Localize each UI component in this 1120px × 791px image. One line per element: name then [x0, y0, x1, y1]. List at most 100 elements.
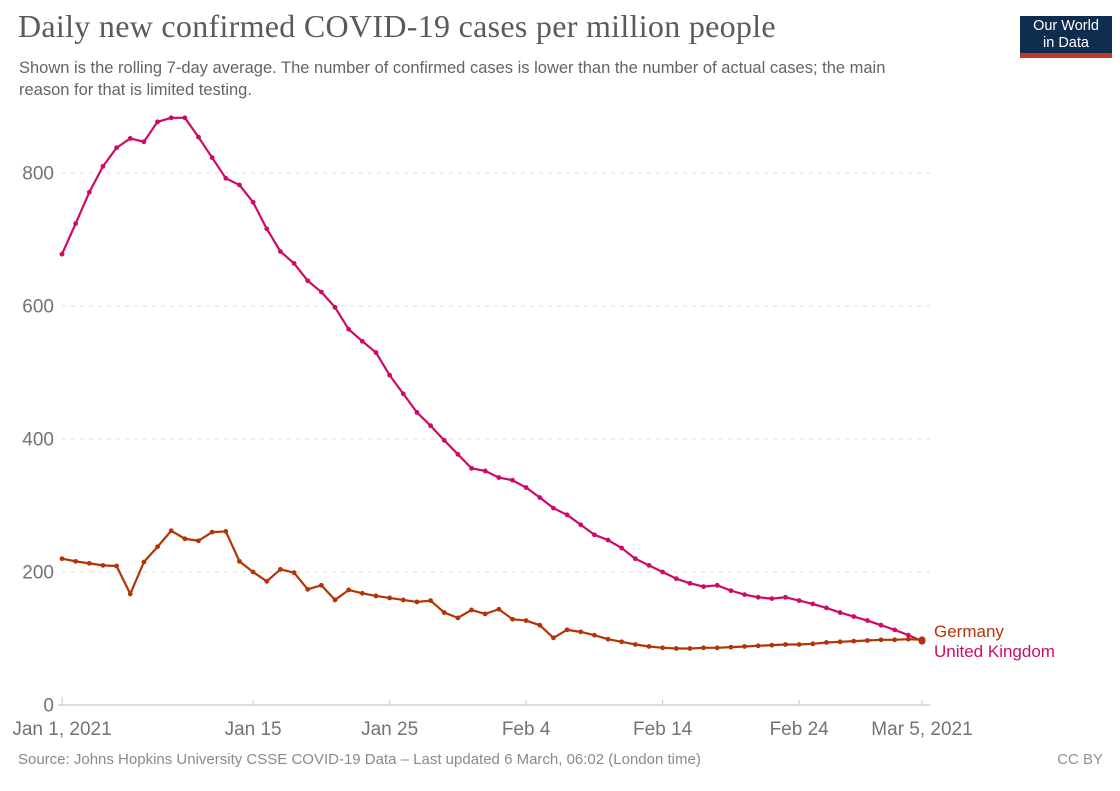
- data-point[interactable]: [660, 645, 666, 651]
- data-point[interactable]: [278, 249, 283, 254]
- data-point[interactable]: [796, 598, 802, 603]
- data-point[interactable]: [496, 606, 502, 612]
- data-point[interactable]: [182, 536, 188, 542]
- data-point[interactable]: [851, 638, 857, 644]
- data-point[interactable]: [73, 221, 79, 226]
- series-united-kingdom[interactable]: [59, 115, 926, 645]
- data-point[interactable]: [523, 485, 529, 490]
- data-point[interactable]: [591, 632, 597, 638]
- data-point[interactable]: [455, 451, 461, 457]
- data-point[interactable]: [387, 372, 393, 378]
- data-point[interactable]: [114, 563, 120, 569]
- data-point[interactable]: [810, 641, 816, 647]
- data-point[interactable]: [605, 537, 611, 543]
- data-point[interactable]: [660, 569, 666, 575]
- data-point[interactable]: [837, 610, 843, 615]
- data-point[interactable]: [892, 637, 898, 643]
- data-point[interactable]: [400, 597, 406, 603]
- data-point[interactable]: [619, 545, 625, 551]
- data-point[interactable]: [59, 251, 65, 257]
- data-point[interactable]: [619, 639, 625, 645]
- data-point[interactable]: [591, 532, 597, 538]
- data-point[interactable]: [264, 226, 270, 232]
- data-point[interactable]: [496, 475, 502, 480]
- data-point[interactable]: [918, 636, 926, 644]
- data-point[interactable]: [373, 350, 379, 355]
- data-point[interactable]: [346, 587, 352, 593]
- data-point[interactable]: [578, 629, 584, 635]
- data-point[interactable]: [728, 644, 734, 650]
- data-point[interactable]: [769, 642, 775, 648]
- data-point[interactable]: [182, 115, 188, 121]
- data-point[interactable]: [414, 599, 420, 605]
- data-point[interactable]: [127, 136, 133, 141]
- data-point[interactable]: [318, 582, 324, 588]
- data-point[interactable]: [400, 391, 406, 397]
- data-point[interactable]: [223, 175, 229, 181]
- data-point[interactable]: [168, 528, 174, 534]
- data-point[interactable]: [223, 529, 229, 534]
- data-point[interactable]: [332, 304, 338, 310]
- data-point[interactable]: [469, 607, 474, 613]
- data-point[interactable]: [428, 423, 433, 429]
- data-point[interactable]: [332, 597, 338, 603]
- data-point[interactable]: [250, 199, 256, 205]
- data-point[interactable]: [646, 644, 652, 649]
- data-point[interactable]: [237, 182, 242, 188]
- data-point[interactable]: [209, 529, 215, 535]
- license-badge[interactable]: CC BY: [1057, 751, 1103, 768]
- data-point[interactable]: [878, 622, 884, 628]
- data-point[interactable]: [373, 593, 379, 599]
- data-point[interactable]: [824, 640, 829, 645]
- data-point[interactable]: [141, 559, 147, 565]
- data-point[interactable]: [414, 410, 420, 415]
- data-point[interactable]: [441, 437, 447, 443]
- data-point[interactable]: [237, 558, 242, 564]
- data-point[interactable]: [523, 618, 529, 623]
- data-point[interactable]: [359, 590, 365, 596]
- data-point[interactable]: [742, 644, 747, 649]
- data-point[interactable]: [141, 139, 147, 145]
- data-point[interactable]: [728, 588, 734, 594]
- data-point[interactable]: [455, 615, 461, 621]
- data-point[interactable]: [755, 643, 761, 649]
- series-germany[interactable]: [59, 528, 926, 651]
- data-point[interactable]: [482, 611, 488, 617]
- data-point[interactable]: [127, 591, 133, 597]
- data-point[interactable]: [687, 646, 693, 651]
- data-point[interactable]: [892, 627, 898, 633]
- data-point[interactable]: [701, 584, 706, 590]
- data-point[interactable]: [100, 163, 106, 169]
- data-point[interactable]: [387, 595, 393, 601]
- data-point[interactable]: [632, 556, 638, 562]
- data-point[interactable]: [632, 642, 638, 647]
- data-point[interactable]: [510, 477, 515, 483]
- data-point[interactable]: [291, 261, 297, 266]
- data-point[interactable]: [428, 598, 433, 603]
- data-point[interactable]: [209, 155, 215, 161]
- data-point[interactable]: [824, 605, 829, 611]
- data-point[interactable]: [291, 570, 297, 576]
- data-point[interactable]: [264, 578, 270, 584]
- data-point[interactable]: [864, 638, 870, 643]
- data-point[interactable]: [673, 646, 679, 651]
- data-point[interactable]: [701, 645, 706, 651]
- data-point[interactable]: [714, 582, 720, 588]
- data-point[interactable]: [86, 560, 92, 566]
- data-point[interactable]: [810, 601, 816, 607]
- data-point[interactable]: [155, 544, 160, 550]
- data-point[interactable]: [537, 495, 543, 500]
- data-point[interactable]: [646, 562, 652, 568]
- data-point[interactable]: [551, 635, 556, 641]
- data-point[interactable]: [755, 594, 761, 600]
- data-point[interactable]: [359, 338, 365, 344]
- data-point[interactable]: [155, 119, 160, 125]
- data-point[interactable]: [742, 592, 747, 598]
- data-point[interactable]: [469, 465, 474, 471]
- owid-logo[interactable]: Our World in Data: [1020, 16, 1112, 58]
- data-point[interactable]: [783, 594, 788, 600]
- data-point[interactable]: [905, 632, 911, 638]
- data-point[interactable]: [564, 627, 570, 633]
- data-point[interactable]: [196, 538, 201, 544]
- data-point[interactable]: [687, 580, 693, 586]
